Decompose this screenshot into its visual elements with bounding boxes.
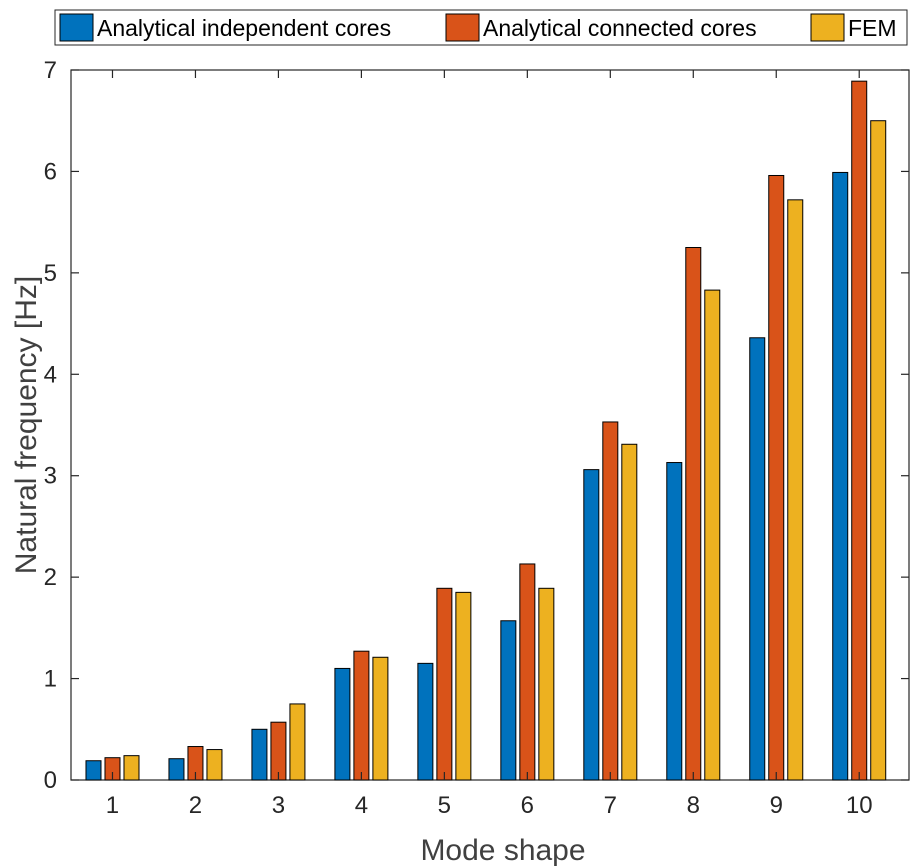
- bar-3-10: [870, 120, 887, 781]
- y-tick-label: 6: [44, 158, 57, 185]
- bars: [85, 80, 887, 781]
- bar-1-9: [749, 337, 766, 781]
- bar-2-7: [602, 421, 619, 781]
- x-tick-label: 7: [604, 792, 617, 819]
- x-tick-label: 3: [272, 792, 285, 819]
- legend-swatch-2: [445, 13, 480, 42]
- bar-3-6: [538, 587, 555, 781]
- x-tick-label: 6: [521, 792, 534, 819]
- y-tick-labels: 0 1 2 3 4 5 6 7: [44, 57, 57, 794]
- bar-3-2: [206, 749, 223, 781]
- bar-3-4: [372, 656, 389, 781]
- x-tick-label: 9: [770, 792, 783, 819]
- bar-1-5: [417, 662, 434, 781]
- y-tick-label: 5: [44, 260, 57, 287]
- bar-2-8: [685, 247, 702, 781]
- bar-3-5: [455, 591, 472, 781]
- y-tick-label: 7: [44, 57, 57, 84]
- bar-1-3: [251, 728, 268, 781]
- y-tick-label: 2: [44, 564, 57, 591]
- bar-3-7: [621, 443, 638, 781]
- axes: [71, 69, 909, 781]
- bar-2-6: [519, 563, 536, 781]
- legend-label-3: FEM: [848, 15, 897, 41]
- legend-label-2: Analytical connected cores: [483, 15, 757, 41]
- legend-label-1: Analytical independent cores: [97, 15, 391, 41]
- x-tick-label: 10: [846, 792, 873, 819]
- legend-box: [54, 9, 908, 46]
- y-axis-label: Natural frequency [Hz]: [10, 276, 43, 574]
- bar-1-1: [85, 760, 102, 781]
- x-tick-labels: 1 2 3 4 5 6 7 8 9 10: [106, 792, 873, 819]
- y-tick-label: 3: [44, 463, 57, 490]
- legend-swatch-1: [59, 13, 94, 42]
- bar-3-3: [289, 703, 306, 781]
- bar-1-7: [583, 469, 600, 781]
- x-tick-label: 1: [106, 792, 119, 819]
- bar-3-8: [704, 289, 721, 781]
- x-tick-label: 2: [189, 792, 202, 819]
- bar-2-9: [768, 174, 785, 781]
- x-tick-label: 8: [687, 792, 700, 819]
- legend-swatch-3: [810, 13, 845, 42]
- bar-3-9: [787, 199, 804, 781]
- bar-3-1: [123, 755, 140, 781]
- x-tick-label: 5: [438, 792, 451, 819]
- bar-1-6: [500, 620, 517, 781]
- bar-2-4: [353, 650, 370, 781]
- x-tick-label: 4: [355, 792, 368, 819]
- bar-1-2: [168, 758, 185, 781]
- bar-2-5: [436, 587, 453, 781]
- y-tick-label: 1: [44, 666, 57, 693]
- y-tick-label: 0: [44, 767, 57, 794]
- bar-1-10: [832, 171, 849, 781]
- bar-2-10: [851, 80, 868, 781]
- y-tick-label: 4: [44, 361, 57, 388]
- bar-1-4: [334, 667, 351, 781]
- bar-1-8: [666, 462, 683, 781]
- x-axis-label: Mode shape: [420, 834, 585, 867]
- legend: Analytical independent cores Analytical c…: [54, 9, 908, 46]
- bar-2-3: [270, 721, 287, 781]
